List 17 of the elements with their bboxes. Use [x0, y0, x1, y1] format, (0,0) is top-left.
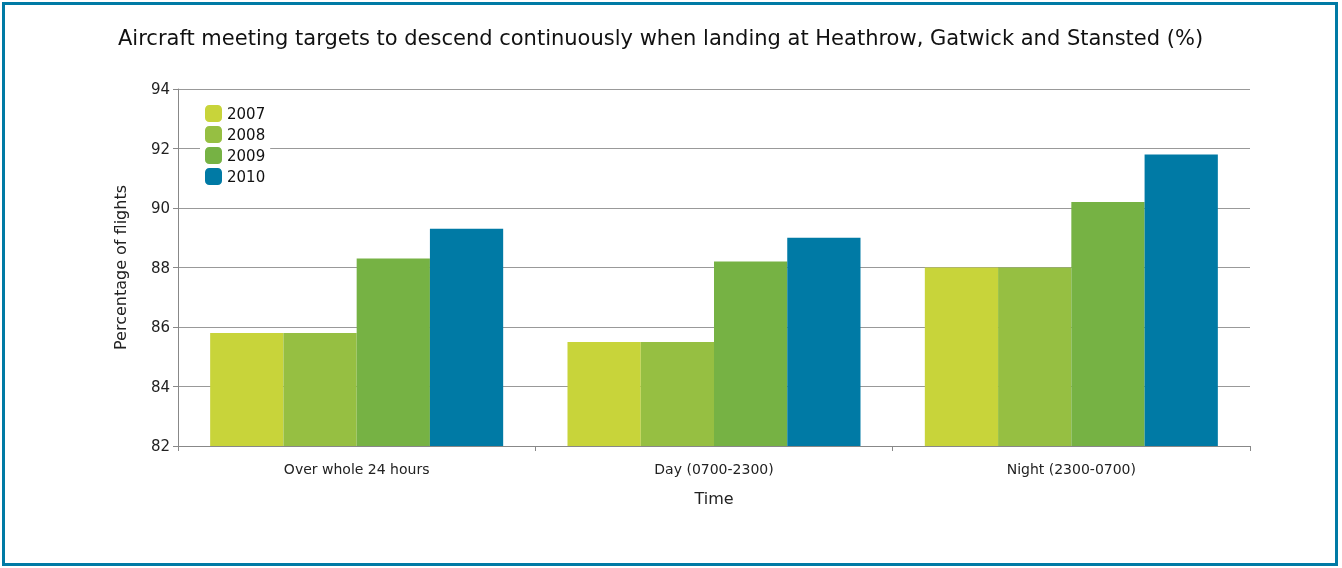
- legend-label: 2009: [227, 146, 266, 165]
- y-tick-label: 92: [150, 139, 170, 158]
- y-tick-label: 86: [150, 318, 170, 336]
- legend-label: 2010: [227, 167, 266, 186]
- x-tick-label: Day (0700-2300): [654, 461, 774, 477]
- legend-label: 2007: [227, 104, 266, 123]
- chart-title: Aircraft meeting targets to descend continuously when landing at Heathrow, Gatwick and Stansted (%): [118, 26, 1204, 50]
- x-axis-title: Time: [693, 488, 734, 508]
- y-tick-label: 88: [150, 258, 170, 277]
- x-tick-label: Over whole 24 hours: [283, 461, 430, 477]
- y-axis-title: Percentage of flights: [110, 184, 130, 351]
- legend-label: 2008: [227, 125, 266, 144]
- y-tick-label: 82: [150, 437, 170, 455]
- y-tick-label: 90: [150, 199, 170, 217]
- x-tick-label: Night (2300-0700): [1006, 461, 1136, 477]
- y-tick-label: 94: [150, 80, 170, 98]
- y-tick-label: 84: [150, 377, 170, 396]
